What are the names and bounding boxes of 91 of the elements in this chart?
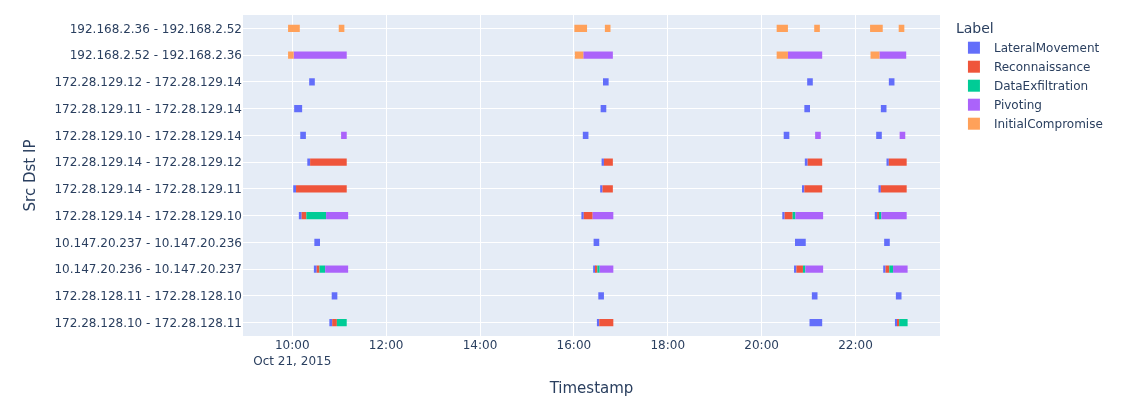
bar xyxy=(807,78,813,86)
bar xyxy=(336,319,347,327)
bar xyxy=(889,265,894,273)
legend-label: Pivoting xyxy=(993,98,1042,113)
bar xyxy=(880,185,907,193)
bar xyxy=(895,292,902,300)
y-tick-label: 172.28.129.14 - 172.28.129.11 xyxy=(54,182,242,197)
bar xyxy=(870,24,883,32)
y-tick-label: 172.28.128.10 - 172.28.128.11 xyxy=(54,315,242,330)
y-tick-label: 10.147.20.236 - 10.147.20.237 xyxy=(54,262,242,277)
bar xyxy=(809,319,823,327)
bar xyxy=(288,51,294,59)
x-tick-label: 18:00 xyxy=(650,338,686,352)
y-tick-label: 10.147.20.237 - 10.147.20.236 xyxy=(54,235,242,250)
bar xyxy=(811,292,818,300)
x-tick-label: 10:00 Oct 21, 2015 xyxy=(253,338,332,368)
bar xyxy=(599,319,614,327)
bar xyxy=(288,24,300,32)
legend-label: Reconnaissance xyxy=(993,60,1091,75)
bar xyxy=(574,24,588,32)
bar xyxy=(329,319,333,327)
bar xyxy=(603,158,613,166)
bar xyxy=(876,131,882,139)
bar xyxy=(583,212,593,220)
legend-title: Label xyxy=(955,20,994,37)
bar xyxy=(795,212,824,220)
bar xyxy=(807,158,823,166)
bar xyxy=(815,131,821,139)
y-axis-title: Src Dst IP xyxy=(20,139,39,212)
bar xyxy=(294,105,303,113)
bar xyxy=(341,131,347,139)
bar xyxy=(598,292,604,300)
y-tick-label: 172.28.129.12 - 172.28.129.14 xyxy=(54,75,242,90)
bar xyxy=(574,51,584,59)
bar xyxy=(325,265,349,273)
bar xyxy=(814,24,820,32)
bar xyxy=(293,51,347,59)
y-tick-label: 172.28.129.14 - 172.28.129.10 xyxy=(54,208,242,223)
x-tick-label: 12:00 xyxy=(368,338,404,352)
y-tick-label: 192.168.2.36 - 192.168.2.52 xyxy=(69,21,242,36)
y-tick-label: 192.168.2.52 - 192.168.2.36 xyxy=(69,48,242,63)
bar xyxy=(796,265,803,273)
bar xyxy=(314,238,320,246)
bar xyxy=(784,212,793,220)
bar xyxy=(787,51,823,59)
bar xyxy=(602,185,613,193)
x-tick-label: 22:00 xyxy=(838,338,873,352)
bar xyxy=(332,319,337,327)
bar xyxy=(782,212,785,220)
bar xyxy=(888,158,907,166)
x-axis-title: Timestamp xyxy=(548,378,634,397)
bar xyxy=(604,24,611,32)
bar xyxy=(776,51,788,59)
bar xyxy=(794,238,806,246)
bar xyxy=(884,238,890,246)
bar xyxy=(310,158,347,166)
bar xyxy=(804,158,808,166)
bar xyxy=(804,105,810,113)
y-tick-label: 172.28.128.11 - 172.28.128.10 xyxy=(54,289,242,304)
bar xyxy=(583,51,613,59)
bar xyxy=(300,131,306,139)
bar xyxy=(600,185,603,193)
x-tick-label: 14:00 xyxy=(462,338,498,352)
y-tick-label: 172.28.129.11 - 172.28.129.14 xyxy=(54,101,242,116)
bar xyxy=(307,158,311,166)
bar xyxy=(326,212,349,220)
bar xyxy=(581,212,584,220)
y-tick-label: 172.28.129.14 - 172.28.129.12 xyxy=(54,155,242,170)
legend-label: LateralMovement xyxy=(993,41,1100,56)
bar xyxy=(776,24,788,32)
bar xyxy=(804,185,823,193)
bar xyxy=(881,212,907,220)
bar xyxy=(309,78,315,86)
bar xyxy=(298,212,302,220)
bar xyxy=(296,185,347,193)
bar xyxy=(883,265,886,273)
bar xyxy=(603,78,609,86)
bar xyxy=(886,158,889,166)
bar xyxy=(293,185,297,193)
bar xyxy=(899,319,908,327)
legend-label: InitialCompromise xyxy=(993,117,1103,132)
x-tick-label: 20:00 xyxy=(744,338,779,352)
bar xyxy=(306,212,327,220)
y-tick-label: 172.28.129.10 - 172.28.129.14 xyxy=(54,128,242,143)
bar xyxy=(592,212,614,220)
bar xyxy=(879,51,907,59)
bar xyxy=(805,265,824,273)
legend-label: DataExfiltration xyxy=(993,79,1089,94)
bar xyxy=(599,265,614,273)
x-tick-label: 16:00 xyxy=(556,338,592,352)
bar xyxy=(893,265,908,273)
